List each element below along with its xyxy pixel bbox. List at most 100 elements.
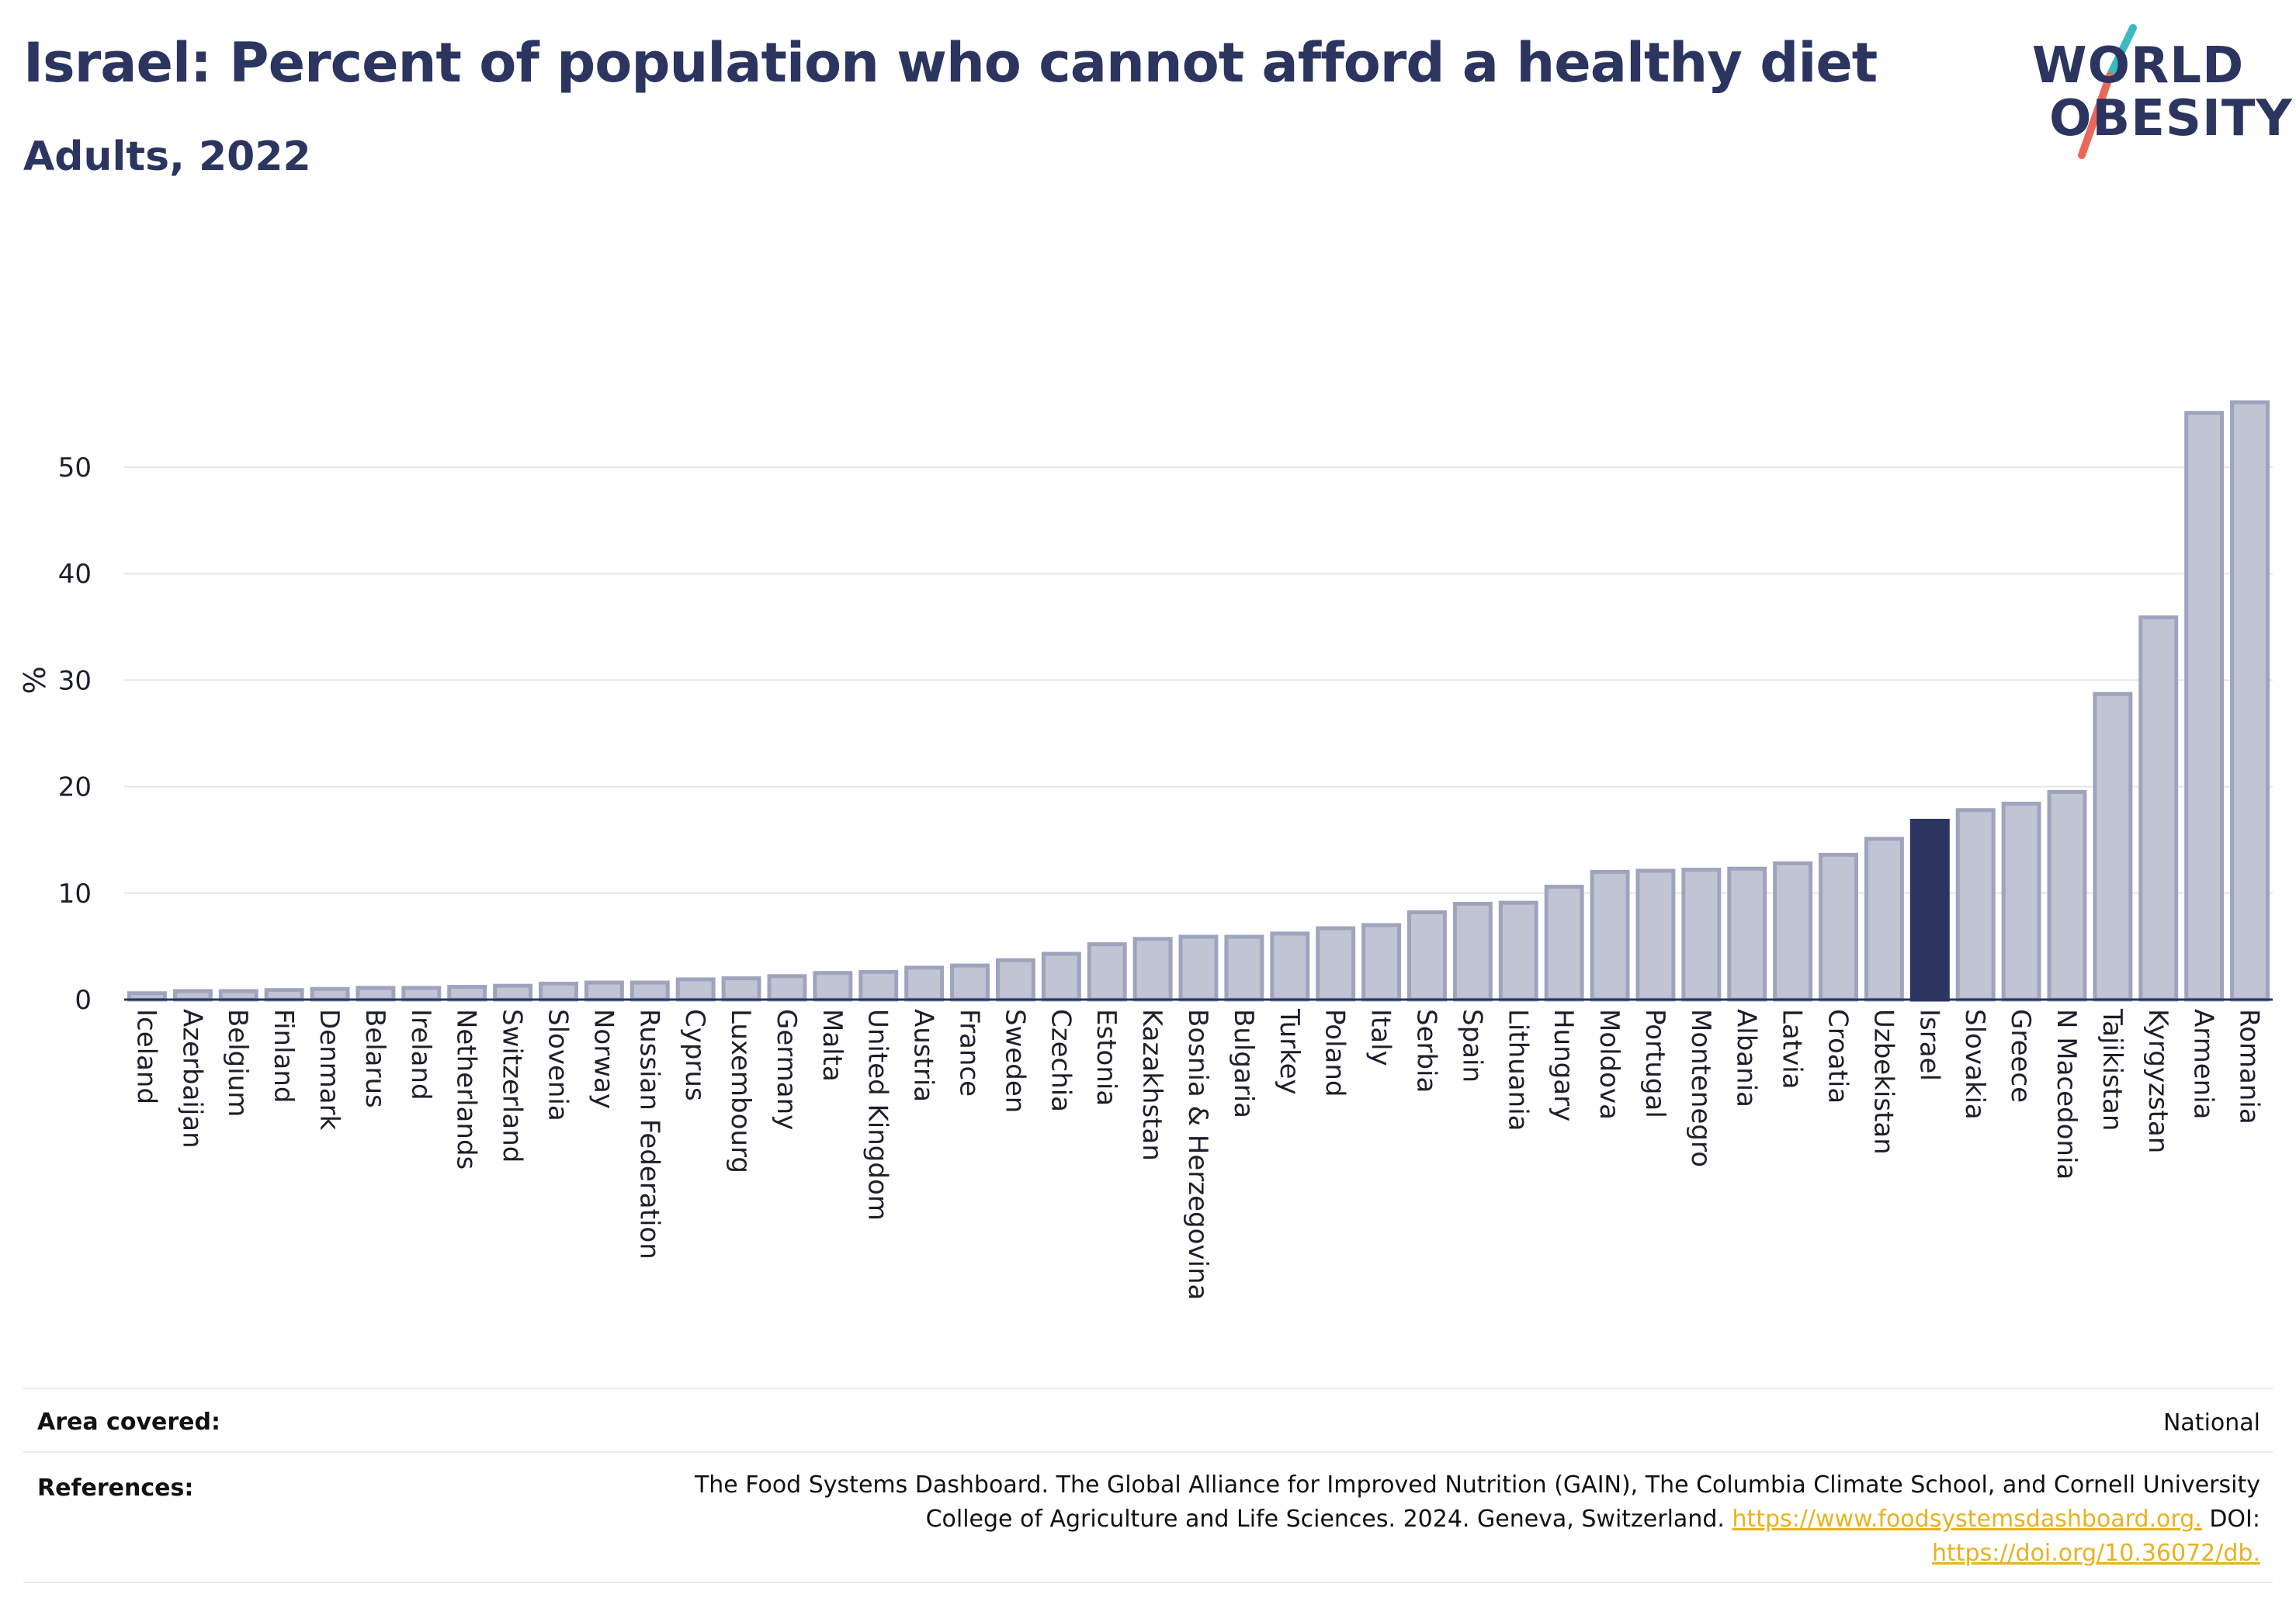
x-tick-label: Malta [817, 1009, 848, 1082]
bar [1041, 951, 1081, 1002]
x-tick-label: Azerbaijan [176, 1009, 207, 1149]
footer-bottom-divider [23, 1582, 2273, 1583]
bar [2093, 691, 2133, 1002]
bar [1635, 868, 1676, 1002]
x-tick-label: Finland [268, 1009, 299, 1104]
bar [355, 986, 396, 1002]
x-tick-label: Russian Federation [633, 1009, 664, 1260]
x-tick-label: Greece [2005, 1009, 2036, 1103]
x-tick-label: France [954, 1009, 985, 1097]
bar [858, 969, 899, 1002]
x-tick-label: Sweden [999, 1009, 1030, 1113]
bar [1452, 902, 1493, 1002]
y-tick-label: 20 [58, 772, 92, 803]
bar [767, 974, 807, 1002]
bar [218, 989, 258, 1002]
footer-references-row: References: The Food Systems Dashboard. … [23, 1451, 2273, 1583]
x-tick-label: Italy [1365, 1009, 1396, 1066]
x-tick-label: Belarus [359, 1009, 390, 1108]
x-tick-label: Kyrgyzstan [2142, 1009, 2173, 1153]
x-tick-label: Netherlands [451, 1009, 482, 1170]
y-tick-label: 10 [58, 879, 92, 910]
world-obesity-logo: WORLD OBESITY [2018, 22, 2292, 169]
x-tick-label: Germany [771, 1009, 802, 1130]
y-tick-label: 50 [58, 452, 92, 483]
bar [1590, 869, 1630, 1002]
bar [264, 988, 304, 1002]
bar [2001, 802, 2041, 1002]
bar [1087, 942, 1127, 1002]
x-tick-label: Croatia [1823, 1009, 1854, 1104]
y-tick-label: 0 [75, 985, 92, 1016]
x-tick-label: Armenia [2188, 1009, 2219, 1120]
references-line2: College of Agriculture and Life Sciences… [925, 1506, 1725, 1533]
x-tick-label: Uzbekistan [1868, 1009, 1899, 1155]
bar [2184, 411, 2225, 1002]
y-tick-label: 30 [58, 665, 92, 696]
x-tick-label: Kazakhstan [1136, 1009, 1167, 1161]
bar [950, 963, 990, 1002]
chart-title: Israel: Percent of population who cannot… [23, 31, 1878, 95]
bar [447, 985, 487, 1002]
x-tick-label: Austria [908, 1009, 939, 1102]
x-tick-label: Switzerland [497, 1009, 528, 1163]
x-tick-label: Ireland [405, 1009, 436, 1100]
footer-area-row: Area covered: National [23, 1388, 2273, 1453]
x-tick-label: Belgium [222, 1009, 253, 1117]
bar [629, 980, 670, 1002]
x-tick-label: Cyprus [679, 1009, 710, 1101]
x-tick-label: Norway [588, 1009, 619, 1109]
x-tick-label: Portugal [1639, 1009, 1670, 1118]
bar [1224, 934, 1264, 1002]
x-tick-label: Bosnia & Herzegovina [1182, 1009, 1213, 1300]
area-covered-value: National [2162, 1409, 2260, 1437]
bar [1544, 885, 1584, 1002]
x-tick-label: Albania [1731, 1009, 1762, 1107]
x-tick-label: Moldova [1594, 1009, 1625, 1120]
references-line3-wrap: https://doi.org/10.36072/db. [695, 1537, 2260, 1571]
bar-chart: 0 10 20 30 40 50% Iceland Azerbaijan Belgium Finl… [18, 400, 2273, 1300]
bar [310, 986, 350, 1002]
references-label: References: [37, 1475, 194, 1502]
bar [2138, 615, 2179, 1002]
x-tick-label: Spain [1456, 1009, 1487, 1083]
bar [539, 981, 578, 1002]
x-tick-label: Denmark [314, 1009, 345, 1131]
x-tick-label: Slovakia [1959, 1009, 1990, 1120]
chart-subtitle: Adults, 2022 [23, 133, 311, 180]
bar [1681, 868, 1722, 1002]
bar [1864, 837, 1904, 1002]
references-line1: The Food Systems Dashboard. The Global A… [694, 1471, 2260, 1499]
x-tick-label: Israel [1913, 1009, 1944, 1081]
logo-text-line2: OBESITY [2049, 90, 2293, 147]
bar [1498, 900, 1538, 1002]
bar [493, 983, 533, 1002]
dashboard-link[interactable]: https://www.foodsystemsdashboard.org. [1732, 1506, 2202, 1533]
y-axis-label: % [18, 666, 52, 694]
bar [1406, 910, 1447, 1002]
y-tick-label: 40 [58, 559, 92, 590]
bar [2047, 789, 2087, 1002]
x-tick-label: Hungary [1548, 1009, 1579, 1121]
x-tick-label: Poland [1320, 1009, 1351, 1097]
x-tick-label: Luxembourg [725, 1009, 756, 1173]
x-tick-label: Czechia [1045, 1009, 1076, 1112]
bar [1361, 923, 1402, 1002]
bar [904, 965, 945, 1002]
x-tick-label: Lithuania [1502, 1009, 1533, 1131]
x-tick-label: Slovenia [542, 1009, 573, 1121]
references-text: The Food Systems Dashboard. The Global A… [695, 1468, 2260, 1571]
x-tick-label: Montenegro [1685, 1009, 1716, 1167]
bar [1773, 861, 1813, 1002]
bar [675, 977, 716, 1002]
logo-slash-icon [2078, 24, 2137, 159]
bar [1727, 866, 1767, 1002]
area-covered-label: Area covered: [37, 1409, 220, 1436]
bar [1132, 937, 1173, 1002]
bar [584, 980, 624, 1002]
bar [1955, 808, 1996, 1002]
x-tick-label: United Kingdom [862, 1009, 893, 1221]
bar [721, 976, 761, 1002]
doi-link[interactable]: https://doi.org/10.36072/db. [1932, 1540, 2260, 1567]
bar [1270, 931, 1310, 1002]
